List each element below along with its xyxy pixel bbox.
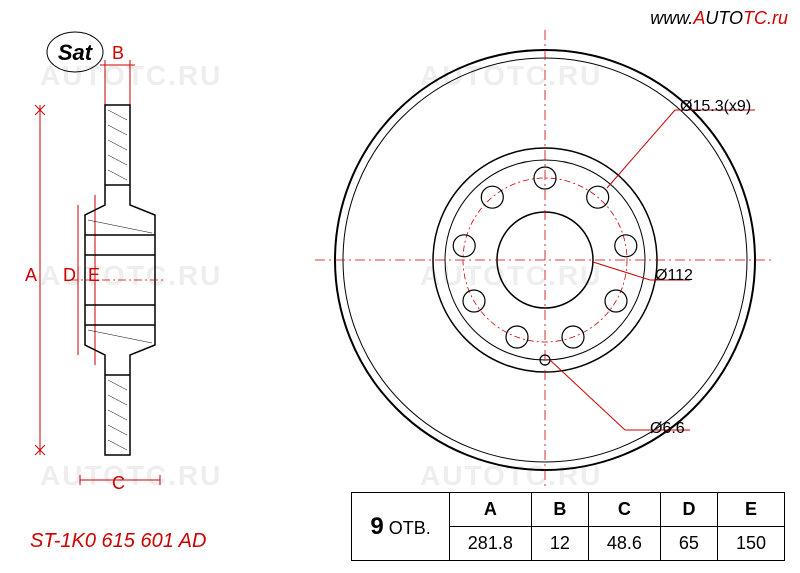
col-header: A bbox=[449, 493, 531, 527]
dim-d-label: D bbox=[63, 265, 76, 286]
sat-logo: Sat bbox=[45, 30, 105, 80]
dim-c-label: C bbox=[112, 473, 125, 494]
col-header: B bbox=[531, 493, 588, 527]
dim-b-label: B bbox=[112, 43, 124, 64]
holes-count-cell: 9 ОТВ. bbox=[352, 493, 449, 561]
dim-a-label: A bbox=[25, 265, 37, 286]
part-number: ST-1K0 615 601 AD bbox=[30, 530, 206, 553]
col-header: D bbox=[660, 493, 717, 527]
url-suffix: TC.ru bbox=[743, 8, 788, 28]
front-disc-view: Ø15.3(x9) Ø112 Ø6.6 bbox=[310, 25, 780, 495]
side-cross-section: A B C D E bbox=[30, 55, 260, 485]
col-header: E bbox=[717, 493, 784, 527]
website-url: www.AUTOTC.ru bbox=[650, 8, 788, 29]
url-prefix: www. bbox=[650, 8, 693, 28]
dim-value: 48.6 bbox=[588, 527, 660, 561]
small-hole-callout: Ø6.6 bbox=[650, 420, 685, 438]
dim-e-label: E bbox=[88, 265, 100, 286]
dim-value: 12 bbox=[531, 527, 588, 561]
url-mid: UTO bbox=[705, 8, 743, 28]
dim-value: 281.8 bbox=[449, 527, 531, 561]
dim-value: 65 bbox=[660, 527, 717, 561]
svg-text:Sat: Sat bbox=[58, 40, 94, 65]
url-highlight: A bbox=[693, 8, 705, 28]
col-header: C bbox=[588, 493, 660, 527]
dimensions-table: 9 ОТВ. A B C D E 281.8 12 48.6 65 150 bbox=[351, 492, 785, 561]
bolt-hole-callout: Ø15.3(x9) bbox=[680, 98, 751, 116]
center-bore-callout: Ø112 bbox=[655, 267, 693, 285]
dim-value: 150 bbox=[717, 527, 784, 561]
